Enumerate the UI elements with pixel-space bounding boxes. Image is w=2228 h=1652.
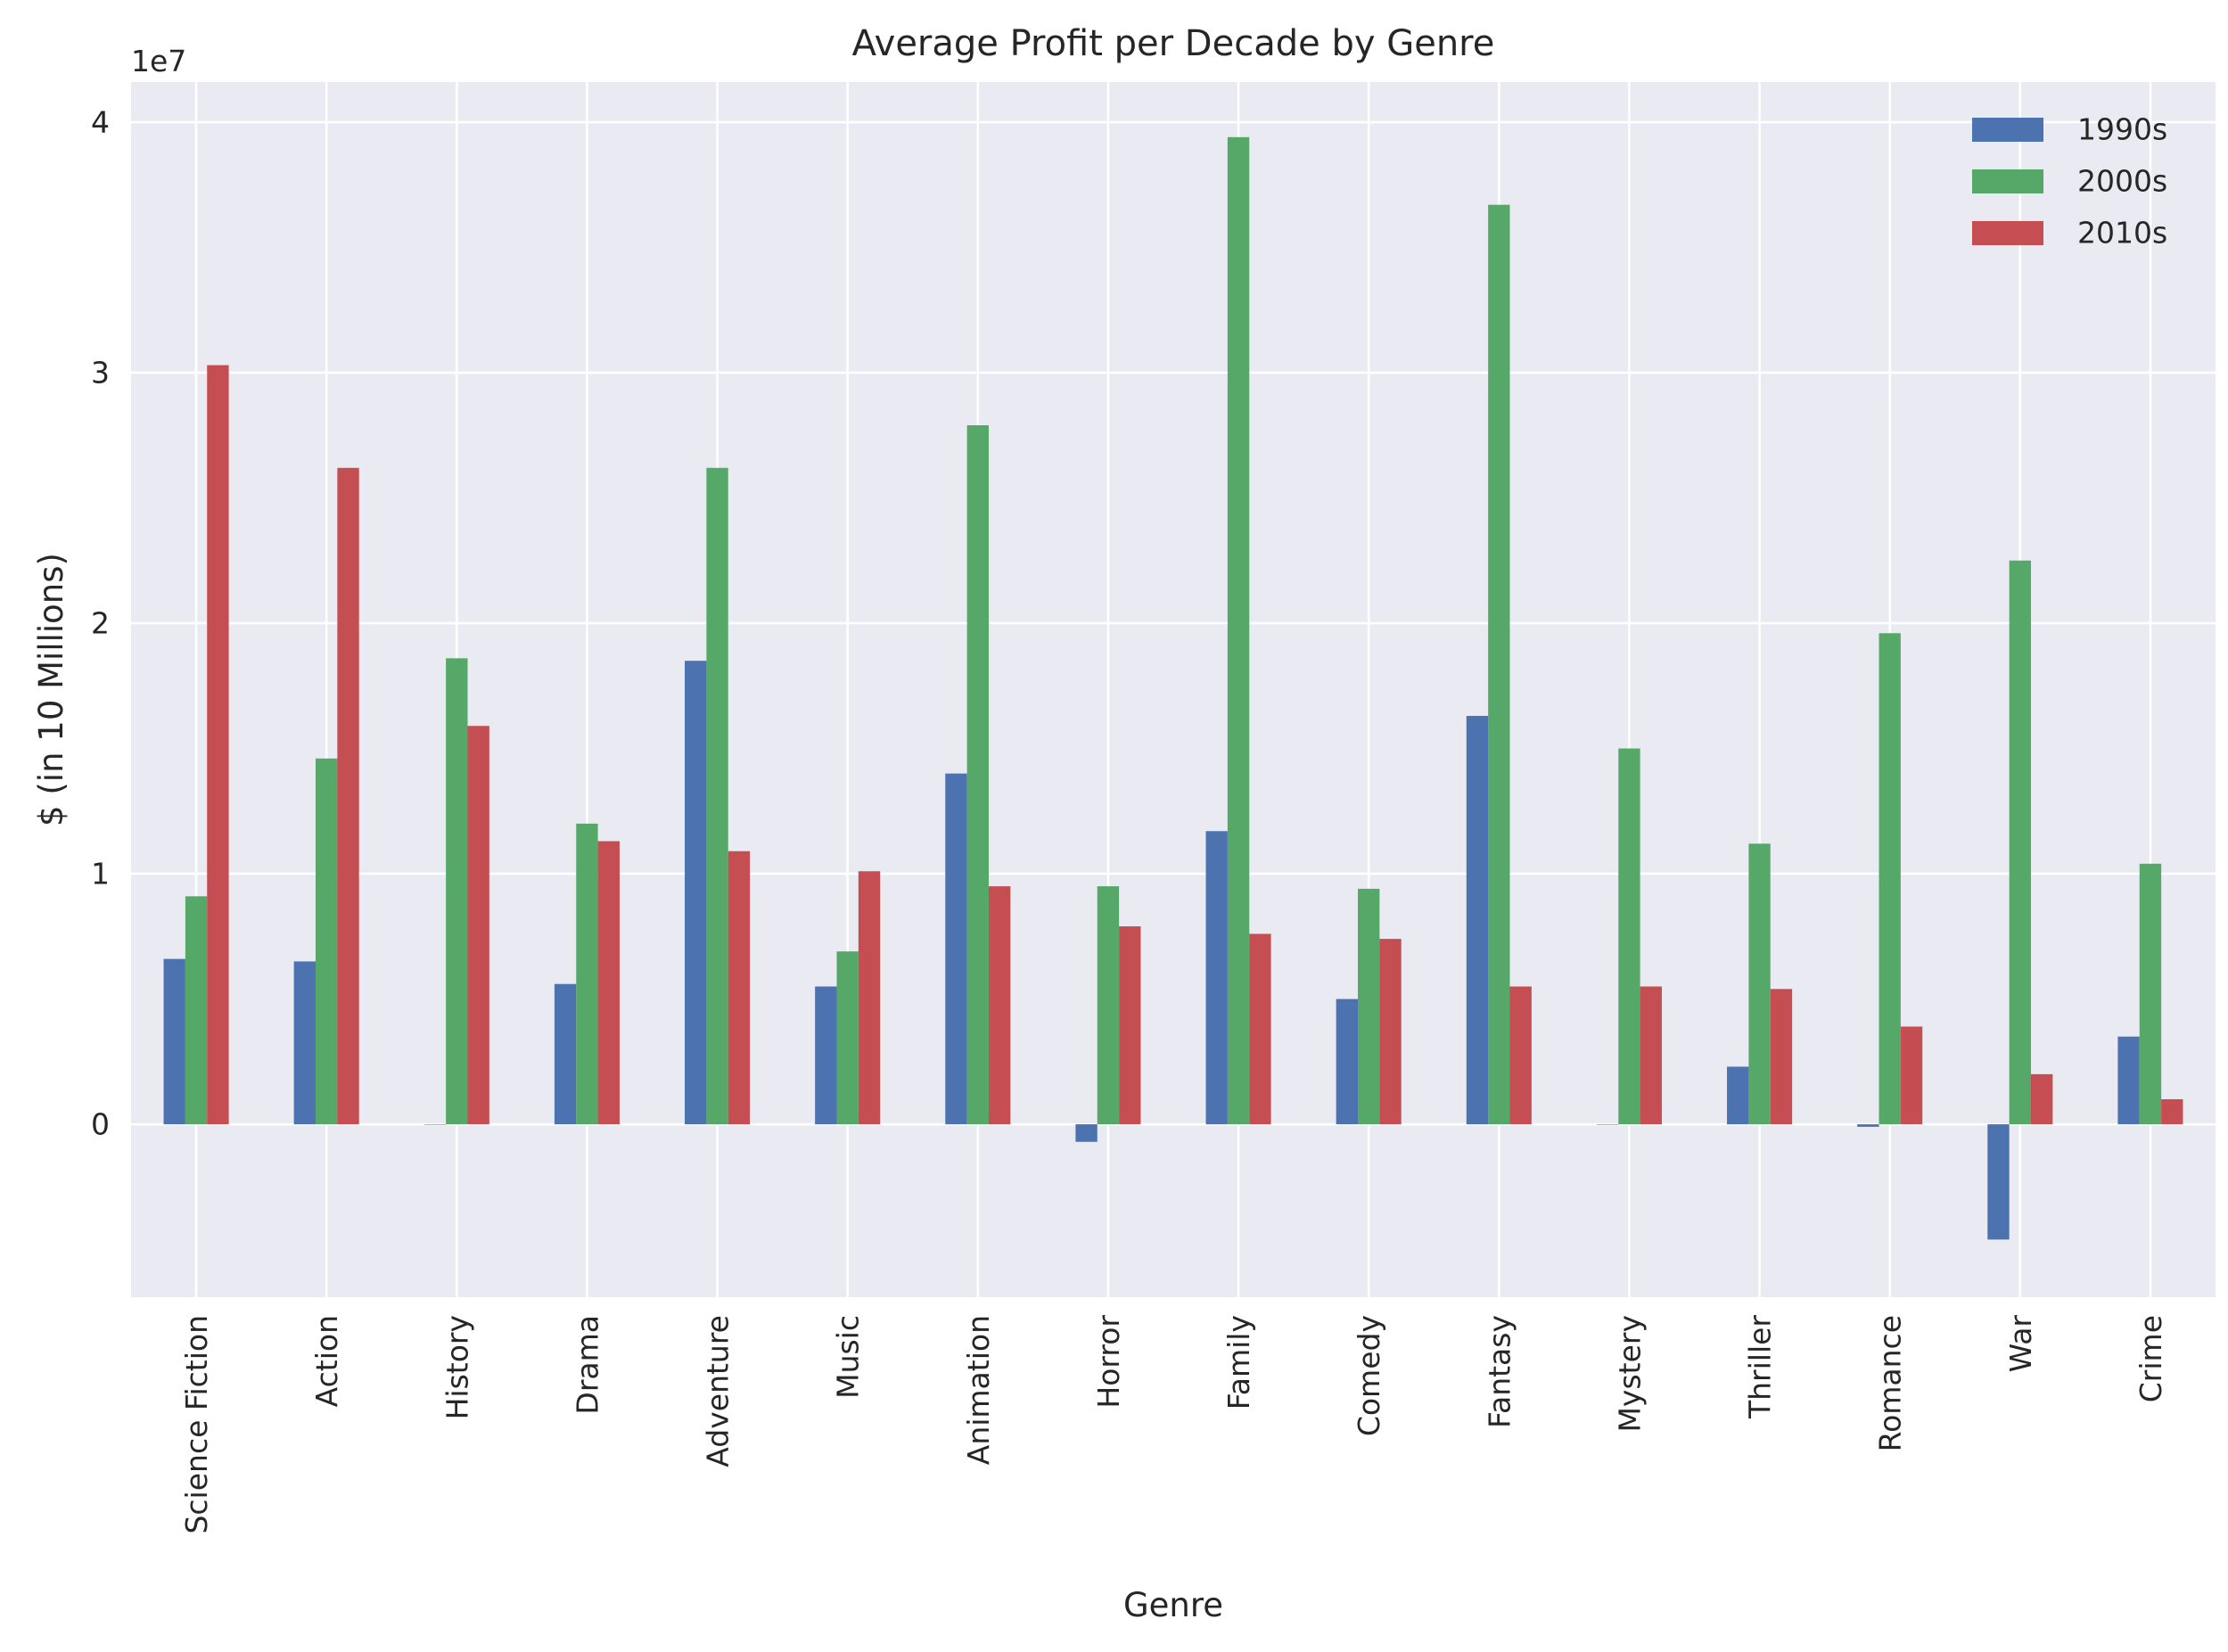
x-axis-label: Genre: [1123, 1586, 1223, 1624]
bar-1990s-adventure: [685, 661, 707, 1125]
bar-2010s-fantasy: [1509, 986, 1532, 1125]
bar-2000s-adventure: [706, 467, 728, 1125]
bars: [163, 136, 2183, 1240]
bar-2000s-history: [446, 658, 468, 1125]
y-axis-label: $ (in 10 Millions): [32, 553, 70, 826]
legend: 1990s 2000s 2010s: [1972, 112, 2167, 251]
x-tick-label: Horror: [1091, 1315, 1126, 1409]
x-tick-label: Romance: [1873, 1315, 1908, 1451]
x-tick-label: Fantasy: [1482, 1315, 1517, 1428]
bar-2010s-romance: [1900, 1026, 1923, 1125]
y-tick-label: 0: [91, 1107, 110, 1142]
bar-1990s-history: [423, 1124, 447, 1125]
chart-title: Average Profit per Decade by Genre: [852, 23, 1495, 64]
bar-1990s-romance: [1857, 1124, 1879, 1127]
bar-2000s-war: [2009, 560, 2031, 1125]
bar-1990s-music: [815, 986, 837, 1125]
bar-1990s-war: [1987, 1124, 2010, 1240]
bar-1990s-action: [293, 961, 317, 1125]
bar-2010s-science-fiction: [207, 365, 229, 1125]
bar-2000s-action: [316, 758, 338, 1125]
bar-2000s-animation: [966, 425, 989, 1125]
bar-2000s-music: [836, 951, 859, 1125]
bar-2010s-family: [1249, 933, 1271, 1125]
x-tick-label: Thriller: [1743, 1315, 1778, 1419]
y-tick-label: 4: [91, 104, 110, 139]
bar-2010s-war: [2030, 1073, 2053, 1125]
legend-swatch-2000s: [1972, 169, 2043, 193]
bar-2000s-mystery: [1618, 748, 1640, 1125]
y-tick-label: 1: [91, 857, 110, 892]
x-tick-label: Science Fiction: [179, 1315, 214, 1534]
x-tick-label: Music: [831, 1315, 866, 1399]
bar-2010s-horror: [1119, 926, 1141, 1125]
bar-2010s-mystery: [1640, 986, 1662, 1125]
bar-1990s-horror: [1075, 1124, 1098, 1142]
bar-2010s-animation: [988, 886, 1011, 1125]
bar-1990s-fantasy: [1466, 716, 1489, 1125]
bar-2010s-action: [337, 467, 359, 1125]
y-axis-offset-text: 1e7: [131, 44, 186, 78]
x-tick-label: Action: [309, 1315, 344, 1407]
bar-2010s-music: [858, 871, 881, 1125]
bar-2000s-fantasy: [1488, 204, 1510, 1125]
x-tick-label: History: [440, 1315, 474, 1419]
x-axis-ticks: Science Fiction Action History Drama Adventu…: [179, 1315, 2168, 1534]
bar-2000s-horror: [1097, 886, 1120, 1125]
bar-2000s-family: [1227, 136, 1250, 1125]
bar-2000s-crime: [2139, 863, 2162, 1125]
legend-swatch-2010s: [1972, 221, 2043, 245]
y-axis-ticks: 0 1 2 3 4: [91, 104, 110, 1141]
bar-2000s-romance: [1879, 633, 1901, 1125]
x-tick-label: Drama: [570, 1315, 604, 1415]
bar-1990s-science-fiction: [163, 958, 185, 1125]
bar-1990s-drama: [554, 983, 577, 1125]
x-tick-label: Crime: [2133, 1315, 2168, 1402]
bar-2010s-crime: [2161, 1098, 2183, 1125]
legend-label-2010s: 2010s: [2077, 216, 2167, 251]
x-tick-label: Mystery: [1612, 1315, 1647, 1433]
bar-1990s-animation: [945, 773, 967, 1125]
legend-swatch-1990s: [1972, 118, 2043, 142]
x-tick-label: Adventure: [701, 1315, 736, 1467]
x-tick-label: War: [2003, 1315, 2038, 1373]
legend-label-1990s: 1990s: [2077, 112, 2167, 147]
bar-1990s-family: [1205, 831, 1228, 1125]
y-tick-label: 2: [91, 606, 110, 641]
bar-1990s-comedy: [1336, 999, 1359, 1125]
bar-2000s-science-fiction: [185, 896, 208, 1125]
bar-1990s-crime: [2117, 1036, 2140, 1125]
bar-2010s-comedy: [1379, 939, 1402, 1125]
bar-2000s-drama: [576, 823, 598, 1125]
bar-2000s-thriller: [1748, 843, 1771, 1125]
bar-2010s-history: [467, 726, 489, 1125]
x-tick-label: Comedy: [1352, 1315, 1386, 1436]
bar-1990s-thriller: [1727, 1066, 1749, 1125]
legend-label-2000s: 2000s: [2077, 164, 2167, 199]
bar-1990s-mystery: [1596, 1124, 1619, 1125]
bar-2010s-adventure: [728, 851, 751, 1125]
bar-2010s-thriller: [1770, 989, 1793, 1125]
bar-2010s-drama: [597, 841, 620, 1125]
x-tick-label: Family: [1221, 1315, 1256, 1410]
x-tick-label: Animation: [961, 1315, 996, 1465]
bar-2000s-comedy: [1358, 888, 1380, 1125]
y-tick-label: 3: [91, 355, 110, 390]
